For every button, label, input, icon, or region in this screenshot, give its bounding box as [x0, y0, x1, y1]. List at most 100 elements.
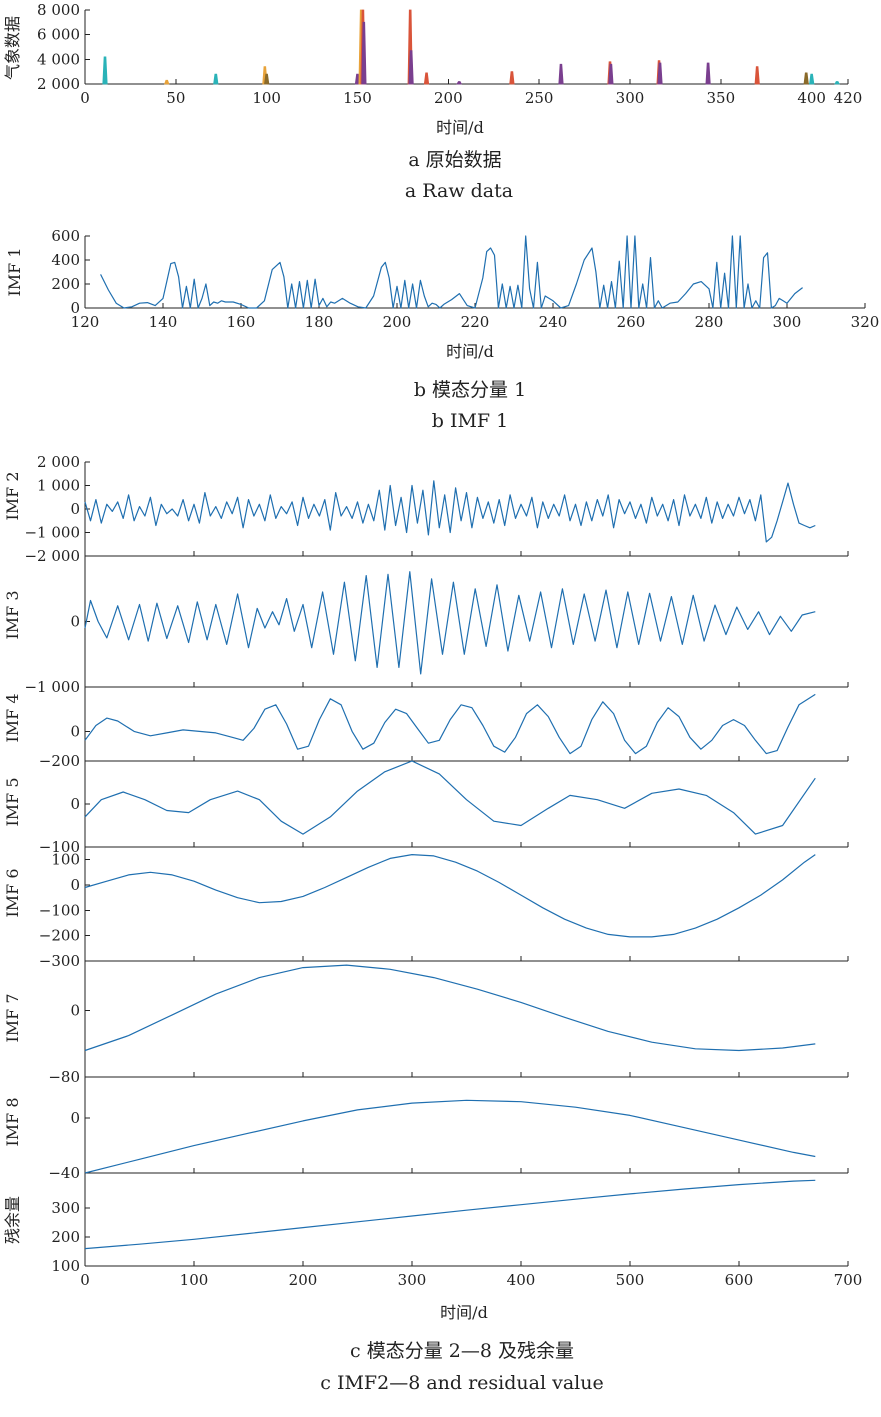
- imf4-ylabel: IMF 4: [3, 693, 22, 742]
- raw-spike: [102, 56, 108, 85]
- panel-c-xlabel: 时间/d: [440, 1303, 488, 1322]
- imf3-ylabel: IMF 3: [3, 590, 22, 639]
- raw-spike: [408, 50, 414, 85]
- residual-xtick-label: 600: [725, 1271, 754, 1289]
- raw-ytick-label: 2 000: [37, 75, 80, 93]
- imf8-ylabel: IMF 8: [3, 1097, 22, 1146]
- imf5-axes: −100 0: [39, 761, 849, 856]
- imf6-ylabel: IMF 6: [3, 868, 22, 917]
- imf2-ytick-label: −2 000: [24, 547, 80, 565]
- imf2-ytick-label: 2 000: [37, 453, 80, 471]
- raw-xtick-label: 100: [252, 89, 281, 107]
- imf6-ytick-label: 100: [51, 851, 80, 869]
- raw-spike: [657, 62, 663, 85]
- residual-ytick-label: 100: [51, 1257, 80, 1275]
- raw-spike: [213, 73, 219, 85]
- raw-xtick-label: 250: [525, 89, 554, 107]
- imf2-axes: −2 000 −1 000 0 1 000 2 000: [24, 453, 849, 565]
- panel-c-caption-en: c IMF2—8 and residual value: [320, 1372, 603, 1394]
- imf1-xtick-label: 140: [149, 313, 178, 331]
- imf2-ytick-label: 0: [70, 500, 80, 518]
- imf8-ytick-label: 0: [70, 1109, 80, 1127]
- imf4-axes: −200 0: [39, 687, 849, 770]
- residual-xtick-label: 400: [507, 1271, 536, 1289]
- imf4-ytick-label: −200: [39, 752, 80, 770]
- raw-spike: [558, 63, 564, 85]
- imf1-xtick-label: 300: [773, 313, 802, 331]
- imf1-xtick-label: 180: [305, 313, 334, 331]
- imf1-ytick-label: 200: [51, 275, 80, 293]
- imf1-xtick-label: 120: [71, 313, 100, 331]
- panel-b-caption-cn: b 模态分量 1: [414, 379, 526, 401]
- imf2-ytick-label: −1 000: [24, 524, 80, 542]
- imf7-axes: −80 0: [48, 961, 849, 1086]
- imf1-axes: 0 200 400 600 120 140 160 180 200 220 240 260 280 300…: [51, 227, 879, 331]
- panel-b-xlabel: 时间/d: [446, 342, 494, 361]
- raw-spike: [754, 66, 760, 85]
- residual-series-line: [84, 1179, 816, 1250]
- imf5-ytick-label: −100: [39, 838, 80, 856]
- imf4-series-line: [84, 693, 816, 755]
- imf7-series-line: [84, 964, 816, 1052]
- imf1-xtick-label: 280: [695, 313, 724, 331]
- imf3-ytick-label: −1 000: [24, 678, 80, 696]
- imf8-series-line: [84, 1099, 816, 1174]
- raw-xtick-label: 150: [343, 89, 372, 107]
- imf1-ytick-label: 0: [70, 299, 80, 317]
- imf1-xtick-label: 320: [851, 313, 880, 331]
- panel-b-caption-en: b IMF 1: [432, 410, 508, 432]
- raw-spike: [264, 73, 270, 85]
- raw-spike: [509, 71, 515, 85]
- imf6-series-line: [84, 853, 816, 938]
- imf4-ytick-label: 0: [70, 722, 80, 740]
- imf6-ytick-label: −100: [39, 901, 80, 919]
- raw-ytick-label: 8 000: [37, 1, 80, 19]
- raw-spike: [361, 21, 367, 85]
- raw-xtick-label: 420: [834, 89, 863, 107]
- imf1-xtick-label: 260: [617, 313, 646, 331]
- residual-ytick-label: 200: [51, 1228, 80, 1246]
- imf7-ytick-label: 0: [70, 1002, 80, 1020]
- imf5-ylabel: IMF 5: [3, 777, 22, 826]
- panel-b-ylabel: IMF 1: [5, 247, 24, 296]
- imf3-series-line: [84, 571, 816, 675]
- plot-layer: 2 000 4 000 6 000 8 000 0 50 100 150 200 250 300 35…: [3, 1, 879, 1289]
- imf8-axes: −40 0: [48, 1077, 849, 1182]
- imf7-ylabel: IMF 7: [3, 993, 22, 1042]
- raw-spike: [705, 62, 711, 85]
- residual-xtick-label: 200: [289, 1271, 318, 1289]
- raw-xtick-label: 0: [80, 89, 90, 107]
- imf2-series-line: [84, 480, 816, 543]
- imf6-ytick-label: −200: [39, 927, 80, 945]
- imf2-ylabel: IMF 2: [3, 471, 22, 520]
- raw-spike: [164, 79, 170, 85]
- panel-c-caption-cn: c 模态分量 2—8 及残余量: [350, 1340, 574, 1362]
- raw-ytick-label: 6 000: [37, 26, 80, 44]
- panel-a-ylabel: 气象数据: [3, 16, 22, 80]
- imf6-ytick-label: 0: [70, 876, 80, 894]
- imf2-ytick-label: 1 000: [37, 477, 80, 495]
- imf1-xtick-label: 240: [539, 313, 568, 331]
- raw-spike: [834, 81, 840, 85]
- residual-ytick-label: 300: [51, 1199, 80, 1217]
- residual-xtick-label: 300: [398, 1271, 427, 1289]
- imf1-xtick-label: 220: [461, 313, 490, 331]
- residual-xtick-label: 700: [834, 1271, 863, 1289]
- imf5-series-line: [84, 760, 816, 835]
- imf1-series-line: [100, 235, 803, 309]
- raw-spike: [423, 72, 430, 85]
- imf6-ytick-label: −300: [39, 952, 80, 970]
- raw-xtick-label: 50: [166, 89, 185, 107]
- residual-xtick-label: 500: [616, 1271, 645, 1289]
- raw-spike: [456, 81, 463, 85]
- imf8-ytick-label: −40: [48, 1164, 80, 1182]
- raw-xtick-label: 400: [797, 89, 826, 107]
- imf5-ytick-label: 0: [70, 795, 80, 813]
- raw-xtick-label: 300: [616, 89, 645, 107]
- imf3-ytick-label: 0: [70, 613, 80, 631]
- raw-spike: [803, 72, 809, 85]
- imf1-ytick-label: 600: [51, 227, 80, 245]
- raw-ytick-label: 4 000: [37, 50, 80, 68]
